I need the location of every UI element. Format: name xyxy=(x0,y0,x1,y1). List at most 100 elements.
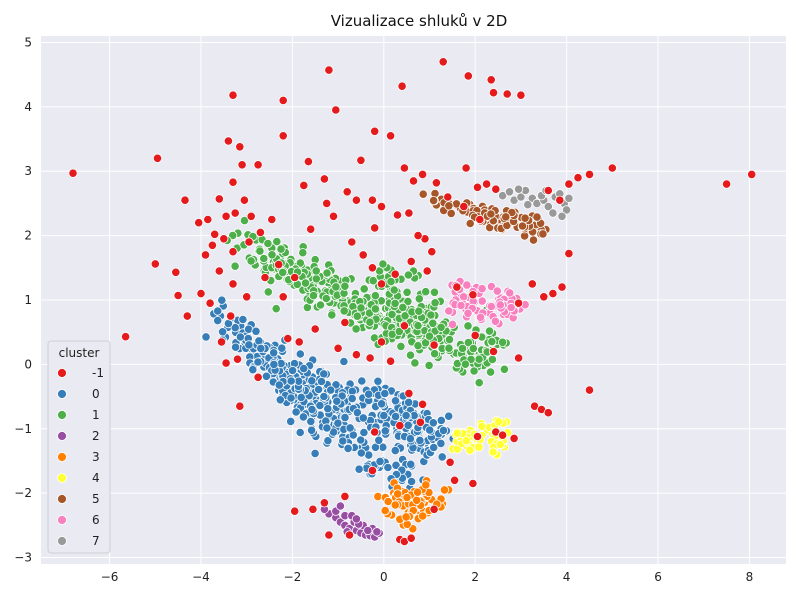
point-cluster--1 xyxy=(237,160,247,170)
point-cluster-0 xyxy=(256,343,266,353)
point-cluster--1 xyxy=(68,168,78,178)
point-cluster-1 xyxy=(497,337,508,347)
point-cluster--1 xyxy=(399,163,409,173)
point-cluster-4 xyxy=(488,447,498,457)
point-cluster--1 xyxy=(564,249,574,259)
legend-marker xyxy=(57,536,67,546)
point-cluster-0 xyxy=(333,418,343,428)
point-cluster-1 xyxy=(370,291,380,301)
y-tick-label: −1 xyxy=(14,422,32,436)
point-cluster--1 xyxy=(573,173,583,183)
point-cluster--1 xyxy=(452,282,462,292)
point-cluster-1 xyxy=(429,287,440,297)
point-cluster--1 xyxy=(417,169,428,179)
point-cluster--1 xyxy=(481,179,492,189)
point-cluster-1 xyxy=(295,258,305,268)
point-cluster-5 xyxy=(528,235,539,245)
point-cluster-3 xyxy=(393,489,403,499)
point-cluster-0 xyxy=(295,427,305,438)
point-cluster-0 xyxy=(338,436,348,446)
point-cluster--1 xyxy=(438,57,448,67)
point-cluster-1 xyxy=(368,276,378,286)
point-cluster--1 xyxy=(351,195,361,205)
point-cluster-5 xyxy=(501,212,511,222)
point-cluster--1 xyxy=(242,292,252,302)
point-cluster--1 xyxy=(543,408,553,418)
point-cluster-6 xyxy=(492,286,502,296)
point-cluster--1 xyxy=(443,192,453,202)
point-cluster-6 xyxy=(447,319,458,329)
point-cluster-1 xyxy=(389,285,399,295)
point-cluster-1 xyxy=(484,326,495,336)
point-cluster-0 xyxy=(436,438,446,448)
point-cluster-0 xyxy=(223,318,233,329)
point-cluster-0 xyxy=(357,376,367,386)
point-cluster--1 xyxy=(385,131,396,141)
point-cluster--1 xyxy=(539,292,549,302)
point-cluster-0 xyxy=(310,448,320,458)
point-cluster--1 xyxy=(472,431,483,442)
point-cluster--1 xyxy=(230,208,240,218)
point-cluster-0 xyxy=(275,395,285,405)
point-cluster--1 xyxy=(390,269,400,279)
point-cluster-0 xyxy=(373,376,383,386)
point-cluster--1 xyxy=(214,266,224,276)
point-cluster--1 xyxy=(290,272,300,283)
point-cluster--1 xyxy=(429,340,439,350)
point-cluster-0 xyxy=(299,363,309,374)
point-cluster--1 xyxy=(431,178,441,188)
point-cluster-0 xyxy=(217,295,227,305)
x-tick-label: 0 xyxy=(380,570,388,584)
legend-label: 1 xyxy=(92,408,100,422)
point-cluster-0 xyxy=(358,413,368,423)
point-cluster-0 xyxy=(274,380,284,390)
point-cluster-1 xyxy=(487,354,497,364)
point-cluster--1 xyxy=(210,229,220,239)
point-cluster--1 xyxy=(557,282,567,292)
point-cluster--1 xyxy=(226,311,236,321)
point-cluster-7 xyxy=(497,191,508,201)
point-cluster-7 xyxy=(543,202,553,212)
point-cluster-1 xyxy=(356,303,366,313)
point-cluster--1 xyxy=(278,292,288,302)
point-cluster-1 xyxy=(426,310,436,320)
point-cluster-1 xyxy=(396,341,406,351)
point-cluster--1 xyxy=(306,224,316,234)
point-cluster--1 xyxy=(449,475,460,485)
x-tick-label: 4 xyxy=(563,570,571,584)
point-cluster--1 xyxy=(267,214,277,225)
point-cluster--1 xyxy=(239,195,249,205)
point-cluster-1 xyxy=(390,298,400,308)
point-cluster-1 xyxy=(339,306,349,316)
point-cluster--1 xyxy=(303,157,313,167)
point-cluster--1 xyxy=(365,353,375,363)
point-cluster--1 xyxy=(376,202,387,212)
point-cluster-0 xyxy=(286,416,296,426)
point-cluster-7 xyxy=(523,200,533,210)
legend-label: 2 xyxy=(92,429,100,443)
point-cluster--1 xyxy=(278,95,288,106)
point-cluster--1 xyxy=(470,330,480,340)
point-cluster-2 xyxy=(335,501,345,511)
y-tick-label: −2 xyxy=(14,486,32,500)
point-cluster-5 xyxy=(444,201,454,211)
point-cluster-1 xyxy=(311,274,321,284)
point-cluster-6 xyxy=(463,308,473,318)
point-cluster-6 xyxy=(444,306,454,316)
point-cluster-6 xyxy=(505,288,515,298)
y-tick-label: 1 xyxy=(24,293,32,307)
point-cluster--1 xyxy=(564,179,574,189)
point-cluster--1 xyxy=(358,250,368,260)
point-cluster--1 xyxy=(150,259,160,269)
point-cluster-1 xyxy=(430,298,440,308)
point-cluster-0 xyxy=(286,376,296,386)
point-cluster--1 xyxy=(427,247,437,257)
point-cluster-0 xyxy=(406,459,416,469)
point-cluster-6 xyxy=(490,316,500,326)
point-cluster-0 xyxy=(436,415,446,425)
point-cluster-1 xyxy=(300,278,311,288)
point-cluster-1 xyxy=(394,326,404,336)
legend-label: 5 xyxy=(92,492,100,506)
point-cluster-1 xyxy=(331,282,341,292)
point-cluster-0 xyxy=(291,407,301,417)
